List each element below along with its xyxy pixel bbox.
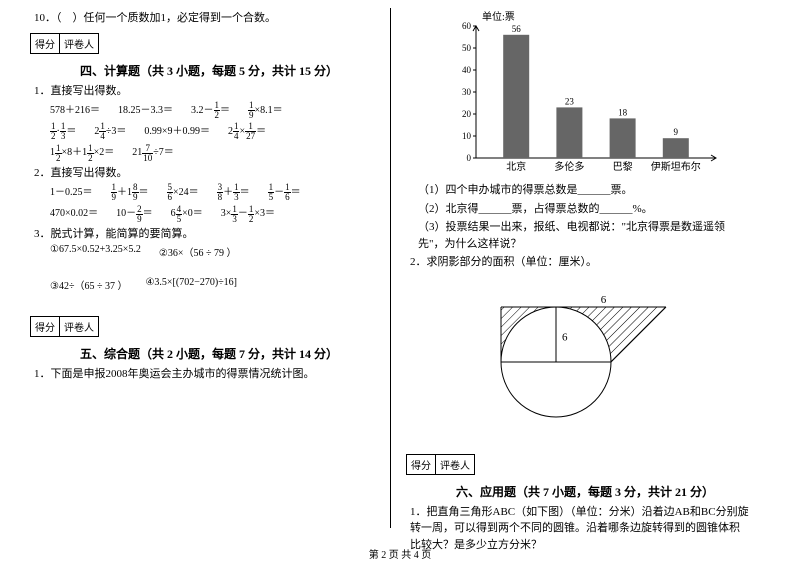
expr: 10－29＝ <box>116 204 153 223</box>
svg-text:单位:票: 单位:票 <box>482 10 515 23</box>
s4-q3-row2: ③42÷（65 ÷ 37 ） ④3.5×[(702−270)÷16] <box>50 277 375 292</box>
section-5-title: 五、综合题（共 2 小题，每题 7 分，共计 14 分） <box>80 345 375 362</box>
s4-q2: 2．直接写出得数。 <box>34 165 375 182</box>
s4-q1-row3: 112×8＋112×2＝ 21710÷7＝ <box>50 143 375 162</box>
svg-text:18: 18 <box>618 107 628 117</box>
expr: 19×8.1＝ <box>248 101 283 120</box>
s5-q1-3: （3）投票结果一出来，报纸、电视都说："北京得票是数遥遥领先"，为什么这样说？ <box>418 219 750 252</box>
svg-text:23: 23 <box>565 96 575 106</box>
s4-q3-row1: ①67.5×0.52+3.25×5.2 ②36×（56 ÷ 79 ） <box>50 244 375 259</box>
expr: 470×0.02＝ <box>50 204 98 223</box>
svg-text:0: 0 <box>467 153 472 163</box>
score-box-sec5: 得分 评卷人 <box>30 316 99 337</box>
expr: 3×13－12×3＝ <box>221 204 275 223</box>
svg-text:10: 10 <box>462 131 472 141</box>
bar-chart: 单位:票 0 10 20 30 40 50 60 56 北京 23 多伦多 18 巴黎 9 伊斯坦布尔 <box>446 8 726 178</box>
s4-q1-row2: 12·13＝ 214÷3＝ 0.99×9＋0.99＝ 214×127＝ <box>50 122 375 141</box>
expr: 3.2－12＝ <box>191 101 230 120</box>
grader-label: 评卷人 <box>60 317 98 336</box>
expr: 645×0＝ <box>171 204 203 223</box>
svg-text:北京: 北京 <box>506 160 526 173</box>
grader-label: 评卷人 <box>60 34 98 53</box>
s5-q1-1: （1）四个申办城市的得票总数是______票。 <box>418 182 750 199</box>
page-footer: 第 2 页 共 4 页 <box>0 546 800 561</box>
svg-text:50: 50 <box>462 43 472 53</box>
expr: 15－16＝ <box>268 183 301 202</box>
expr: 0.99×9＋0.99＝ <box>144 122 210 141</box>
svg-text:30: 30 <box>462 87 472 97</box>
expr: 112×8＋112×2＝ <box>50 143 114 162</box>
question-10: 10．（ ）任何一个质数加1，必定得到一个合数。 <box>34 10 375 27</box>
s5-q1: 1．下面是申报2008年奥运会主办城市的得票情况统计图。 <box>34 366 375 383</box>
s5-q2: 2．求阴影部分的面积（单位：厘米）。 <box>410 254 750 271</box>
section-4-title: 四、计算题（共 3 小题，每题 5 分，共计 15 分） <box>80 62 375 79</box>
geometry-figure: 66 <box>466 277 750 430</box>
svg-text:9: 9 <box>674 127 679 137</box>
svg-text:伊斯坦布尔: 伊斯坦布尔 <box>651 160 701 173</box>
score-box-sec4: 得分 评卷人 <box>30 33 99 54</box>
expr: 12·13＝ <box>50 122 76 141</box>
svg-text:56: 56 <box>512 24 522 34</box>
s4-q2-row1: 1－0.25＝ 19＋189＝ 56×24＝ 38＋13＝ 15－16＝ <box>50 183 375 202</box>
expr: ③42÷（65 ÷ 37 ） <box>50 277 127 292</box>
expr: 21710÷7＝ <box>132 143 174 162</box>
expr: 1－0.25＝ <box>50 183 93 202</box>
svg-text:6: 6 <box>601 294 607 306</box>
svg-text:40: 40 <box>462 65 472 75</box>
s4-q2-row2: 470×0.02＝ 10－29＝ 645×0＝ 3×13－12×3＝ <box>50 204 375 223</box>
expr: 56×24＝ <box>167 183 199 202</box>
svg-text:巴黎: 巴黎 <box>613 160 633 173</box>
expr: 18.25－3.3＝ <box>118 101 173 120</box>
score-label: 得分 <box>31 317 60 336</box>
expr: ④3.5×[(702−270)÷16] <box>145 277 237 292</box>
s4-q1-row1: 578＋216＝ 18.25－3.3＝ 3.2－12＝ 19×8.1＝ <box>50 101 375 120</box>
svg-text:20: 20 <box>462 109 472 119</box>
score-label: 得分 <box>407 455 436 474</box>
expr: 578＋216＝ <box>50 101 100 120</box>
expr: 214×127＝ <box>228 122 266 141</box>
svg-text:60: 60 <box>462 21 472 31</box>
expr: 38＋13＝ <box>217 183 250 202</box>
grader-label: 评卷人 <box>436 455 474 474</box>
expr: ②36×（56 ÷ 79 ） <box>159 244 237 259</box>
s4-q3: 3．脱式计算，能简算的要简算。 <box>34 226 375 243</box>
score-label: 得分 <box>31 34 60 53</box>
expr: ①67.5×0.52+3.25×5.2 <box>50 244 141 259</box>
s5-q1-2: （2）北京得______票，占得票总数的______%。 <box>418 201 750 218</box>
expr: 214÷3＝ <box>94 122 126 141</box>
s4-q1: 1．直接写出得数。 <box>34 83 375 100</box>
expr: 19＋189＝ <box>111 183 149 202</box>
svg-text:多伦多: 多伦多 <box>554 160 584 173</box>
section-6-title: 六、应用题（共 7 小题，每题 3 分，共计 21 分） <box>456 483 750 500</box>
svg-text:6: 6 <box>562 331 568 343</box>
score-box-sec6: 得分 评卷人 <box>406 454 475 475</box>
